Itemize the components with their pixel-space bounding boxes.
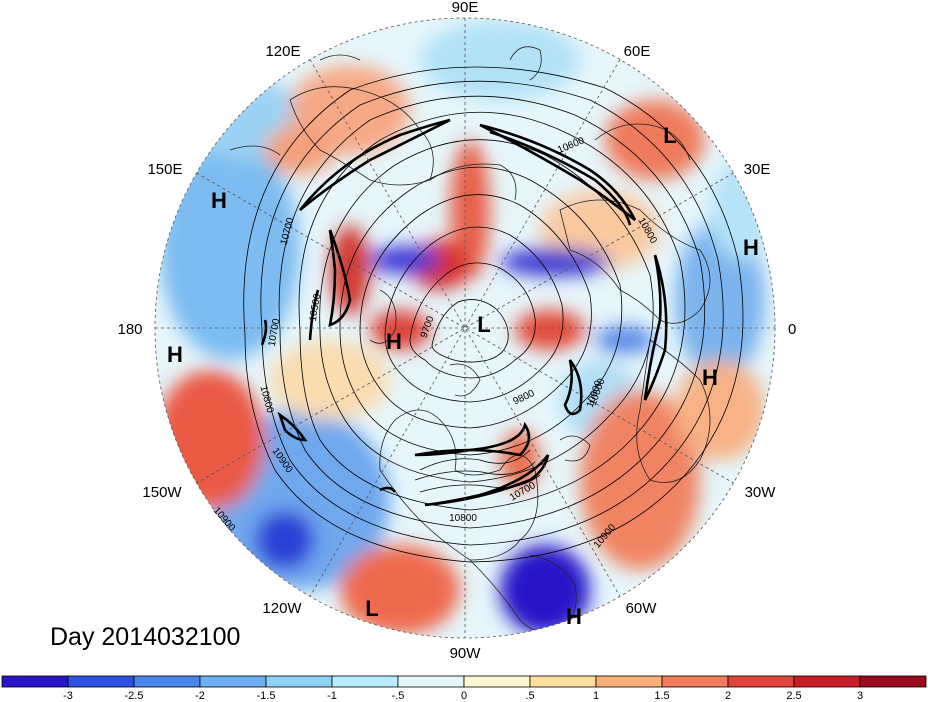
high-marker: H bbox=[211, 188, 227, 213]
map-title: Day 2014032100 bbox=[50, 623, 240, 651]
high-marker: H bbox=[386, 329, 402, 354]
colorbar-tick-label: 0 bbox=[461, 690, 467, 702]
jet-isotachs bbox=[260, 118, 668, 507]
colorbar-swatch bbox=[199, 675, 267, 688]
high-marker: H bbox=[566, 604, 582, 629]
colorbar-swatch bbox=[265, 675, 333, 688]
colorbar-swatch bbox=[595, 675, 663, 688]
colorbar-swatch bbox=[793, 675, 861, 688]
colorbar-tick-label: .5 bbox=[525, 690, 534, 702]
lon-label-0: 0 bbox=[788, 321, 796, 338]
lon-label-30w: 30W bbox=[745, 484, 777, 501]
lon-label-30e: 30E bbox=[744, 161, 771, 178]
longitude-labels: 90E 60E 30E 0 30W 60W 90W 120W 150W 180 … bbox=[117, 0, 796, 662]
colorbar-tick-label: -.5 bbox=[392, 690, 405, 702]
colorbar-swatch bbox=[331, 675, 399, 688]
low-marker: L bbox=[365, 596, 378, 621]
high-marker: H bbox=[702, 365, 718, 390]
lon-label-90w: 90W bbox=[450, 645, 482, 662]
colorbar-swatch bbox=[859, 675, 927, 688]
lon-label-150e: 150E bbox=[147, 161, 182, 178]
colorbar-swatch bbox=[463, 675, 531, 688]
height-contours bbox=[243, 66, 744, 563]
graticule bbox=[154, 17, 776, 639]
colorbar-tick-label: -1.5 bbox=[257, 690, 276, 702]
colorbar-tick-label: 1 bbox=[593, 690, 599, 702]
colorbar-swatch bbox=[397, 675, 465, 688]
lon-label-90e: 90E bbox=[452, 0, 479, 16]
lon-label-120e: 120E bbox=[265, 43, 300, 60]
colorbar-swatch bbox=[133, 675, 201, 688]
high-marker: H bbox=[743, 235, 759, 260]
contour-label: 10700 bbox=[267, 317, 283, 347]
colorbar-tick-label: 2.5 bbox=[786, 690, 801, 702]
contour-label: 10500 bbox=[308, 292, 324, 322]
colorbar-tick-label: 3 bbox=[857, 690, 863, 702]
colorbar-tick-label: -2 bbox=[195, 690, 205, 702]
colorbar-swatch bbox=[67, 675, 135, 688]
low-marker: L bbox=[477, 312, 490, 337]
lon-label-150w: 150W bbox=[142, 484, 182, 501]
colorbar-tick-label: -2.5 bbox=[125, 690, 144, 702]
colorbar-tick-label: 1.5 bbox=[654, 690, 669, 702]
lon-label-120w: 120W bbox=[262, 600, 302, 617]
colorbar-swatch bbox=[727, 675, 795, 688]
lon-label-60e: 60E bbox=[624, 43, 651, 60]
colorbar-swatch bbox=[1, 675, 69, 688]
contour-labels: 10600 10800 10700 10500 9700 9800 10600 … bbox=[211, 135, 659, 550]
colorbar-tick-label: -1 bbox=[327, 690, 337, 702]
pressure-markers: L H H H H L H L H bbox=[167, 123, 759, 629]
contour-label: 10800 bbox=[449, 513, 477, 524]
low-marker: L bbox=[663, 123, 676, 148]
high-marker: H bbox=[167, 342, 183, 367]
colorbar-tick-label: 2 bbox=[725, 690, 731, 702]
lon-label-60w: 60W bbox=[626, 600, 658, 617]
colorbar: -3 -2.5 -2 -1.5 -1 -.5 0 .5 1 1.5 2 2.5 3 bbox=[1, 675, 927, 702]
colorbar-tick-label: -3 bbox=[63, 690, 73, 702]
lon-label-180: 180 bbox=[117, 321, 142, 338]
colorbar-swatch bbox=[661, 675, 729, 688]
colorbar-swatch bbox=[529, 675, 597, 688]
